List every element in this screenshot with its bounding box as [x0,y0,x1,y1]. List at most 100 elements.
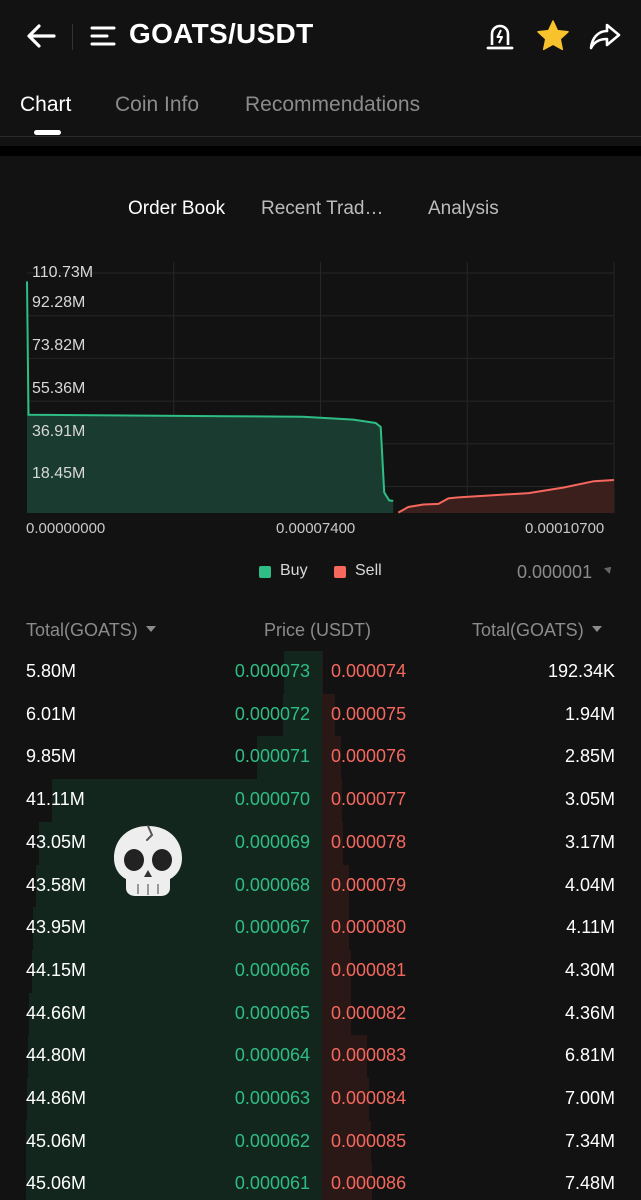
bid-total: 6.01M [26,703,77,724]
trading-pair-title[interactable]: GOATS/USDT [129,18,314,49]
ask-price: 0.000082 [331,1002,407,1023]
back-arrow-icon[interactable] [24,20,60,52]
ask-price: 0.000083 [331,1045,407,1066]
bid-price: 0.000071 [234,746,310,767]
bid-price: 0.000061 [234,1173,310,1194]
bid-depth-bar [26,1120,322,1164]
ask-depth-bar [322,1163,372,1200]
ask-total-header[interactable]: Total(GOATS) [472,620,602,641]
precision-selector[interactable]: 0.000001 [517,562,593,582]
bid-depth-bar [26,1163,322,1200]
bid-total: 44.80M [26,1045,87,1066]
bid-depth-bar [283,651,322,694]
order-book-row[interactable]: 5.80M 0.000073 0.000074 192.34K [0,651,641,694]
ask-price: 0.000084 [331,1088,407,1108]
ask-depth-bar [322,693,335,737]
depth-chart: 110.73M 92.28M 73.82M 55.36M 36.91M 18.4… [0,250,641,550]
ask-price: 0.000074 [331,661,407,681]
bid-price: 0.000067 [234,917,310,938]
ask-depth-bar [322,779,343,823]
order-book-row[interactable]: 43.95M 0.000067 0.000080 4.11M [0,907,641,950]
bid-total-header[interactable]: Total(GOATS) [26,620,156,641]
bid-price: 0.000068 [234,874,310,895]
ask-depth-bar [322,821,344,865]
bid-depth-bar [257,736,322,780]
subtab-analysis[interactable]: Analysis [428,198,499,219]
legend-buy-label: Buy [280,562,308,579]
buy-depth-area [27,281,394,513]
order-book-row[interactable]: 45.06M 0.000061 0.000086 7.48M [0,1163,641,1200]
order-book-row[interactable]: 45.06M 0.000062 0.000085 7.34M [0,1121,641,1164]
top-bar: GOATS/USDT [0,0,641,76]
ask-price: 0.000080 [331,917,407,938]
depth-chart-canvas[interactable] [0,250,641,550]
active-tab-indicator [34,130,61,135]
bid-depth-bar [51,779,322,823]
bid-total: 45.06M [26,1130,87,1151]
y-tick-label: 92.28M [32,294,86,311]
bid-depth-bar [31,949,322,993]
order-book-row[interactable]: 44.15M 0.000066 0.000081 4.30M [0,950,641,993]
precision-caret-icon[interactable] [604,564,614,574]
ask-depth-bar [322,907,350,951]
order-book-row[interactable]: 44.86M 0.000063 0.000084 7.00M [0,1078,641,1121]
buy-depth-line [26,281,394,502]
ask-total: 7.48M [564,1173,615,1194]
ask-total: 192.34K [547,661,615,681]
menu-icon[interactable] [90,24,118,48]
skull-emoji-icon [114,825,182,896]
price-alert-icon[interactable] [482,18,518,54]
ask-depth-bar [322,651,324,694]
sell-depth-line [397,479,615,514]
main-tabs: Chart Coin Info Recommendations [0,80,641,137]
order-book-row[interactable]: 43.05M 0.000069 0.000078 3.17M [0,822,641,865]
ask-price: 0.000079 [331,874,407,895]
legend-buy-swatch [259,566,271,578]
subtab-order-book[interactable]: Order Book [128,198,226,219]
ask-total: 1.94M [564,703,615,724]
ask-total: 7.34M [564,1130,615,1151]
bid-total: 44.66M [26,1002,87,1023]
subtab-recent-trades[interactable]: Recent Trad… [261,198,384,219]
bid-total: 41.11M [26,789,85,810]
bid-price: 0.000062 [234,1130,310,1151]
share-icon[interactable] [587,18,623,54]
legend-sell-label: Sell [355,562,382,579]
bid-depth-bar [35,864,322,908]
caret-down-icon [145,626,156,633]
bid-depth-bar [33,907,322,951]
ask-total: 4.04M [564,874,615,895]
order-book-row[interactable]: 41.11M 0.000070 0.000077 3.05M [0,779,641,822]
ask-price: 0.000086 [331,1173,407,1194]
x-tick-label: 0.00000000 [26,520,106,537]
ask-depth-bar [322,864,349,908]
caret-down-icon [591,626,602,633]
order-book-row[interactable]: 44.80M 0.000064 0.000083 6.81M [0,1035,641,1078]
ask-depth-bar [322,1035,368,1079]
bid-depth-bar [28,992,322,1036]
ask-price: 0.000081 [331,959,407,980]
ask-price: 0.000075 [331,703,407,724]
ask-total: 7.00M [564,1088,615,1108]
bid-depth-bar [282,693,322,737]
tab-recommendations[interactable]: Recommendations [245,93,421,116]
sell-depth-area [398,480,614,513]
bid-total: 43.05M [26,831,87,852]
ask-total: 3.17M [564,831,615,852]
tab-chart[interactable]: Chart [20,93,72,116]
order-book-row[interactable]: 44.66M 0.000065 0.000082 4.36M [0,993,641,1036]
order-book-row[interactable]: 6.01M 0.000072 0.000075 1.94M [0,694,641,737]
order-book-row[interactable]: 43.58M 0.000068 0.000079 4.04M [0,865,641,908]
bid-price: 0.000069 [234,831,310,852]
tab-coin-info[interactable]: Coin Info [115,93,200,116]
bid-price: 0.000072 [234,703,310,724]
bid-total: 9.85M [26,746,77,767]
star-icon[interactable] [535,18,571,54]
ask-total: 4.36M [564,1002,615,1023]
bid-depth-bar [27,1035,322,1079]
ask-depth-bar [322,992,352,1036]
bid-total: 44.86M [26,1088,87,1108]
bid-total: 43.58M [26,874,87,895]
order-book-row[interactable]: 9.85M 0.000071 0.000076 2.85M [0,736,641,779]
ask-total: 6.81M [564,1045,615,1066]
